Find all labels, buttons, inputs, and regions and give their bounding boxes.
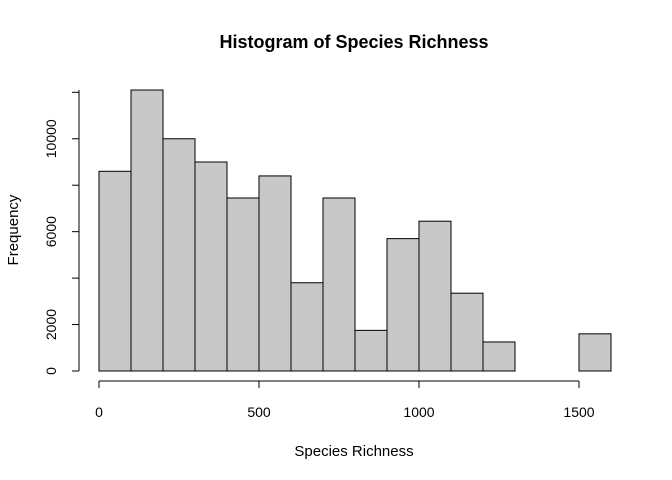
histogram-bar bbox=[226, 197, 260, 372]
bars-group bbox=[98, 89, 612, 372]
y-tick-label: 6000 bbox=[43, 216, 59, 247]
chart-title: Histogram of Species Richness bbox=[219, 32, 488, 52]
histogram-bar bbox=[130, 89, 164, 372]
histogram-bar bbox=[258, 175, 292, 372]
histogram-bar bbox=[194, 161, 228, 372]
y-tick-label: 10000 bbox=[43, 119, 59, 158]
y-axis-label: Frequency bbox=[5, 194, 22, 265]
x-tick-label: 1500 bbox=[563, 404, 594, 420]
histogram-bar bbox=[322, 197, 356, 372]
histogram-bar bbox=[98, 170, 132, 372]
histogram-bar bbox=[482, 341, 516, 372]
histogram-bar bbox=[450, 292, 484, 372]
y-tick-label: 2000 bbox=[43, 309, 59, 340]
histogram-bar bbox=[162, 138, 196, 372]
histogram-bar bbox=[290, 282, 324, 372]
x-axis: 0 500 1000 1500 bbox=[95, 380, 595, 420]
histogram-bar bbox=[386, 238, 420, 372]
histogram-bar bbox=[418, 220, 452, 372]
y-axis: 0 2000 6000 10000 bbox=[43, 90, 80, 375]
x-tick-label: 500 bbox=[247, 404, 271, 420]
histogram-bar bbox=[354, 329, 388, 372]
y-tick-label: 0 bbox=[43, 367, 59, 375]
x-tick-label: 0 bbox=[95, 404, 103, 420]
histogram-bar bbox=[578, 333, 612, 372]
x-tick-label: 1000 bbox=[403, 404, 434, 420]
x-axis-label: Species Richness bbox=[294, 443, 413, 460]
